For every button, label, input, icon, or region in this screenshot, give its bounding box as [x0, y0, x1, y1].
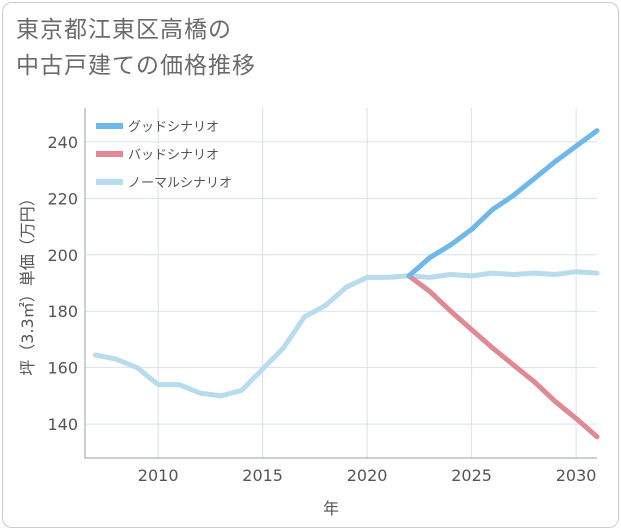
y-tick-label-240: 240 — [47, 133, 78, 152]
y-tick-label-220: 220 — [47, 189, 78, 208]
y-tick-label-180: 180 — [47, 302, 78, 321]
legend-label-1: グッドシナリオ — [128, 120, 219, 135]
x-tick-label-2010: 2010 — [138, 466, 179, 485]
axes — [84, 108, 597, 459]
series-line-1 — [406, 128, 600, 279]
x-tick-label-2030: 2030 — [556, 466, 597, 485]
y-tick-label-160: 160 — [47, 359, 78, 378]
series-group — [92, 128, 600, 440]
y-tick-label-200: 200 — [47, 246, 78, 265]
legend-label-3: ノーマルシナリオ — [128, 176, 232, 191]
x-axis-title: 年 — [323, 499, 339, 518]
chart-title: 東京都江東区高橋の 中古戸建ての価格推移 — [16, 12, 256, 84]
axis-labels: 2010 2015 2020 2025 2030 140 160 180 200 220 240 年 坪… — [18, 133, 596, 518]
x-tick-label-2020: 2020 — [347, 466, 388, 485]
y-tick-label-140: 140 — [47, 415, 78, 434]
chart-title-line-2: 中古戸建ての価格推移 — [16, 53, 256, 79]
x-tick-label-2015: 2015 — [242, 466, 283, 485]
y-axis-title: 坪（3.3㎡）単価（万円） — [18, 190, 37, 375]
x-tick-label-2025: 2025 — [451, 466, 492, 485]
chart-title-line-1: 東京都江東区高橋の — [16, 17, 232, 43]
series-line-2 — [406, 273, 600, 440]
series-line-3 — [92, 269, 600, 399]
legend-label-2: バッドシナリオ — [128, 148, 219, 163]
